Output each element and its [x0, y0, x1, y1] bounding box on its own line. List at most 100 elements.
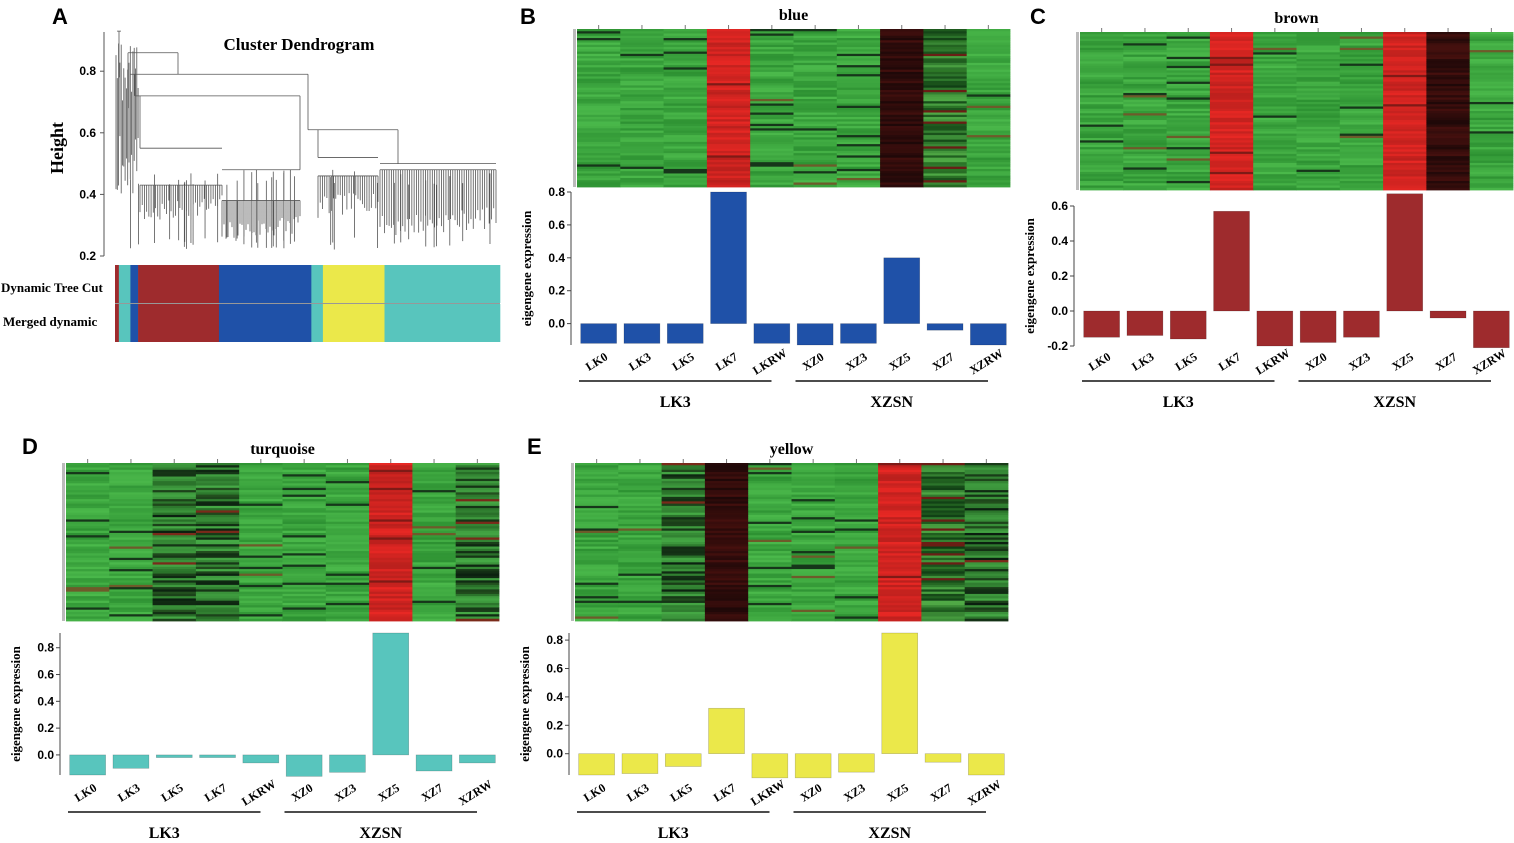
ylabel-blue: eigengene expression — [519, 210, 534, 326]
xlabel-blue-LKRW: LKRW — [750, 346, 789, 378]
bar-yellow-XZ0 — [794, 753, 832, 779]
bar-brown-LK0 — [1083, 310, 1120, 338]
ytick-label-turquoise-1: 0.2 — [37, 721, 54, 735]
dendrogram-title: Cluster Dendrogram — [224, 35, 375, 54]
xlabel-turquoise-LK0: LK0 — [72, 780, 99, 804]
ytick-label-yellow-3: 0.6 — [546, 662, 563, 676]
bar-yellow-LK3 — [621, 753, 659, 774]
bar-turquoise-XZ0 — [285, 754, 323, 777]
barchart-blue: 0.0 0.2 0.4 0.6 0.8 eigengene expression LK0 LK… — [519, 185, 1007, 411]
heatmap-column-LK0 — [66, 463, 110, 622]
module-bar-row2-segment-5 — [311, 304, 324, 342]
xlabel-turquoise-XZ7: XZ7 — [419, 781, 446, 805]
bar-brown-LKRW — [1256, 310, 1294, 347]
heatmap-column-LK5 — [663, 29, 708, 188]
module-bar-row1-segment-1 — [118, 265, 131, 303]
bar-turquoise-LK5 — [155, 754, 193, 758]
module-bar-row1-segment-7 — [384, 265, 501, 303]
bar-blue-XZRW — [970, 323, 1007, 346]
barchart-yellow: 0.0 0.2 0.4 0.6 0.8 eigengene expression LK0 LK… — [517, 632, 1005, 842]
xlabel-turquoise-LK5: LK5 — [159, 780, 186, 804]
heatmap-column-LK7 — [1209, 32, 1254, 191]
xlabel-yellow-LK0: LK0 — [581, 780, 608, 804]
heatmap-column-LK0 — [577, 29, 621, 188]
group-label-yellow-LK3: LK3 — [658, 825, 689, 842]
bar-yellow-LK7 — [708, 707, 745, 755]
bar-brown-XZ7 — [1429, 310, 1467, 319]
panel-letter-d: D — [22, 434, 38, 459]
ytick-label-blue-1: 0.2 — [548, 284, 565, 298]
dendrogram-ytick-label-1: 0.4 — [79, 187, 96, 201]
dendrogram-panel: Cluster Dendrogram Height 0.2 0.4 0.6 0.8 D… — [1, 30, 501, 342]
xlabel-turquoise-LK3: LK3 — [115, 780, 142, 804]
bar-turquoise-XZ7 — [415, 754, 453, 772]
chart-yellow: yellow 0.0 0.2 0.4 0.6 0.8 eigengene expressio… — [517, 441, 1009, 842]
bar-turquoise-LK0 — [69, 754, 106, 776]
heatmap-column-XZRW — [964, 463, 1009, 622]
barchart-brown: -0.2 0.0 0.2 0.4 0.6 eigengene expression LK0 L… — [1022, 193, 1510, 411]
xlabel-yellow-XZ0: XZ0 — [798, 781, 825, 805]
heatmap-column-LK0 — [575, 463, 619, 622]
xlabel-yellow-XZ7: XZ7 — [928, 781, 955, 805]
merged-dynamic-label: Merged dynamic — [3, 314, 97, 329]
heatmap-column-LK5 — [152, 463, 197, 622]
bar-turquoise-XZ3 — [329, 754, 366, 773]
heatmap-column-LK7 — [704, 463, 749, 622]
xlabel-brown-XZ5: XZ5 — [1389, 350, 1416, 374]
heatmap-row-gutter — [571, 463, 574, 621]
xlabel-turquoise-XZ5: XZ5 — [375, 781, 402, 805]
heatmap-column-LK7 — [706, 29, 751, 188]
bar-blue-LK7 — [710, 191, 747, 324]
heatmap-column-LK5 — [1166, 32, 1211, 191]
xlabel-yellow-LK3: LK3 — [624, 780, 651, 804]
ytick-label-brown-1: 0.0 — [1051, 304, 1068, 318]
bar-blue-XZ7 — [926, 323, 964, 331]
xlabel-brown-XZ0: XZ0 — [1303, 350, 1330, 374]
heatmap-column-LK7 — [195, 463, 240, 622]
xlabel-turquoise-XZ3: XZ3 — [332, 781, 359, 805]
module-bar-row1-segment-2 — [130, 265, 139, 303]
xlabel-brown-LKRW: LKRW — [1253, 346, 1292, 378]
bar-brown-LK5 — [1169, 310, 1207, 340]
heatmap-column-LK3 — [1123, 32, 1167, 191]
heatmap-column-XZ7 — [412, 463, 457, 622]
xlabel-turquoise-XZ0: XZ0 — [289, 781, 316, 805]
chart-title-brown: brown — [1274, 10, 1318, 27]
ytick-label-yellow-2: 0.4 — [546, 690, 563, 704]
xlabel-brown-XZ7: XZ7 — [1433, 350, 1460, 374]
xlabel-turquoise-XZRW: XZRW — [456, 777, 495, 808]
bar-blue-XZ5 — [883, 257, 921, 324]
heatmap-column-XZ3 — [836, 29, 881, 188]
heatmap-brown — [1076, 28, 1514, 191]
xlabel-blue-XZ0: XZ0 — [800, 350, 827, 374]
bar-turquoise-LKRW — [242, 754, 280, 764]
ytick-label-turquoise-0: 0.0 — [37, 748, 54, 762]
heatmap-column-XZ3 — [834, 463, 879, 622]
module-bar-row2-segment-1 — [118, 304, 131, 342]
bar-brown-LK7 — [1213, 210, 1250, 312]
module-bar-row1-segment-4 — [218, 265, 312, 303]
heatmap-row-gutter — [1076, 32, 1079, 190]
xlabel-brown-LK0: LK0 — [1086, 349, 1113, 373]
module-bar-row1-segment-0 — [115, 265, 120, 303]
xlabel-blue-XZ3: XZ3 — [843, 350, 870, 374]
heatmap-column-LK3 — [618, 463, 662, 622]
chart-brown: brown -0.2 0.0 0.2 0.4 0.6 eigengene expressio… — [1022, 10, 1514, 411]
heatmap-column-LKRW — [748, 463, 792, 622]
chart-blue: blue 0.0 0.2 0.4 0.6 0.8 eigengene expression L… — [519, 7, 1011, 411]
xlabel-yellow-XZRW: XZRW — [965, 777, 1004, 808]
dendrogram-ytick-label-2: 0.6 — [79, 126, 96, 140]
heatmap-column-XZRW — [1469, 32, 1514, 191]
module-bar-row1-segment-6 — [322, 265, 385, 303]
bar-blue-XZ3 — [840, 323, 877, 344]
heatmap-column-XZ5 — [369, 463, 413, 622]
ytick-label-brown-4: 0.6 — [1051, 199, 1068, 213]
xlabel-turquoise-LKRW: LKRW — [239, 777, 278, 809]
heatmap-row-gutter — [573, 29, 576, 187]
heatmap-column-LKRW — [750, 29, 794, 188]
module-bar-row2-segment-7 — [384, 304, 501, 342]
heatmap-column-XZ0 — [1296, 32, 1341, 191]
heatmap-column-XZ5 — [878, 463, 922, 622]
bar-brown-LK3 — [1126, 310, 1164, 336]
heatmap-column-LKRW — [239, 463, 283, 622]
